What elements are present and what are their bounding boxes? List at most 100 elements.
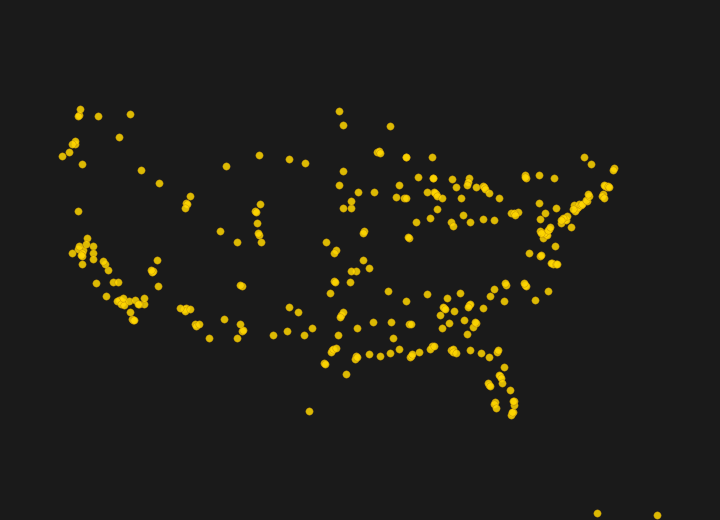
Point [436,194,448,203]
Point [508,210,520,218]
Point [73,111,85,119]
Point [76,260,88,268]
Point [351,353,363,361]
Point [462,330,473,338]
Point [445,346,456,355]
Point [133,300,145,308]
Point [337,167,348,175]
Point [488,399,500,408]
Point [336,310,347,319]
Point [410,217,421,226]
Point [236,327,248,335]
Point [462,180,473,189]
Point [541,231,553,240]
Point [390,193,402,201]
Point [87,254,99,263]
Point [534,198,545,206]
Point [325,347,337,356]
Point [337,120,348,128]
Point [303,406,315,414]
Point [215,227,226,236]
Point [107,278,119,286]
Point [148,267,159,275]
Point [544,224,555,232]
Point [318,358,330,367]
Point [534,171,545,179]
Point [513,208,524,216]
Point [431,191,443,200]
Point [76,252,88,260]
Point [549,242,561,251]
Point [570,205,582,214]
Point [447,347,459,356]
Point [584,191,595,200]
Point [427,174,438,182]
Point [519,171,531,179]
Point [505,410,517,419]
Point [428,342,440,350]
Point [114,295,126,304]
Point [335,314,346,322]
Point [489,398,500,407]
Point [254,200,266,208]
Point [364,350,375,359]
Point [128,316,140,324]
Point [400,153,412,162]
Point [477,304,489,312]
Point [174,304,186,312]
Point [438,304,450,312]
Point [508,397,520,405]
Point [78,246,89,255]
Point [184,191,196,200]
Point [138,294,150,303]
Point [519,280,531,289]
Point [374,352,385,360]
Point [251,208,262,216]
Point [450,349,462,357]
Point [81,234,93,242]
Point [337,204,348,212]
Point [494,372,505,381]
Point [557,213,568,222]
Point [447,222,459,230]
Point [510,211,521,219]
Point [382,288,394,296]
Point [114,295,125,304]
Point [499,279,510,288]
Point [483,380,495,388]
Point [282,327,293,335]
Point [132,300,143,308]
Point [607,165,618,174]
Point [181,198,192,206]
Point [249,206,261,215]
Point [555,216,567,225]
Point [350,352,361,360]
Point [505,386,516,394]
Point [337,308,348,316]
Point [69,139,81,148]
Point [179,204,191,212]
Point [539,230,551,238]
Point [463,174,474,182]
Point [267,331,279,340]
Point [599,182,611,190]
Point [393,345,405,353]
Point [573,200,585,208]
Point [541,230,552,238]
Point [488,216,500,225]
Point [482,379,493,387]
Point [565,223,577,231]
Point [179,305,190,314]
Point [191,321,202,330]
Point [306,324,318,333]
Point [591,509,603,517]
Point [184,305,196,314]
Point [127,316,138,324]
Point [66,139,78,148]
Point [575,201,587,210]
Point [153,179,165,188]
Point [193,320,204,329]
Point [384,122,395,130]
Point [558,215,570,223]
Point [333,107,345,115]
